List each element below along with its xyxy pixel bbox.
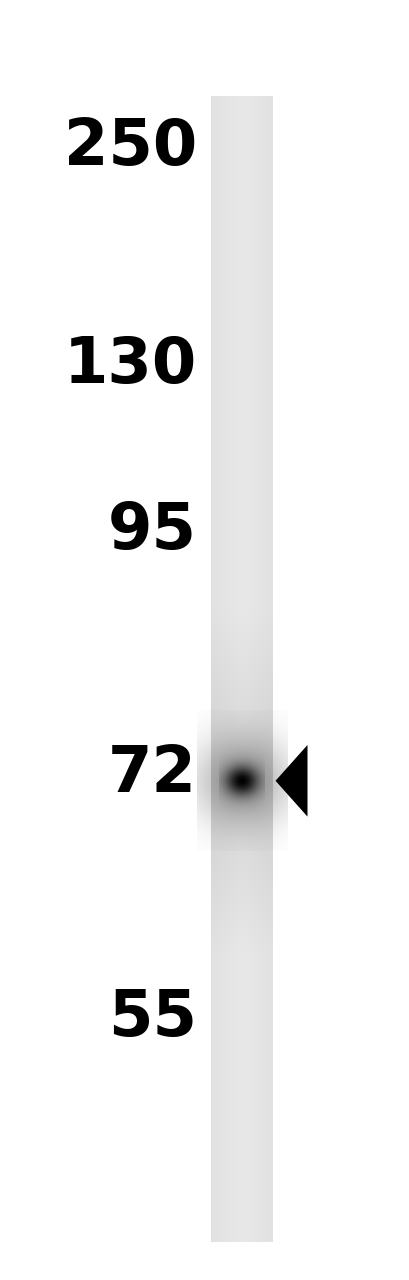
Text: 55: 55 (108, 987, 196, 1048)
Text: 95: 95 (108, 500, 196, 562)
Text: 250: 250 (63, 116, 196, 178)
Text: 130: 130 (63, 334, 196, 396)
Text: 72: 72 (108, 744, 196, 805)
Polygon shape (275, 745, 307, 817)
